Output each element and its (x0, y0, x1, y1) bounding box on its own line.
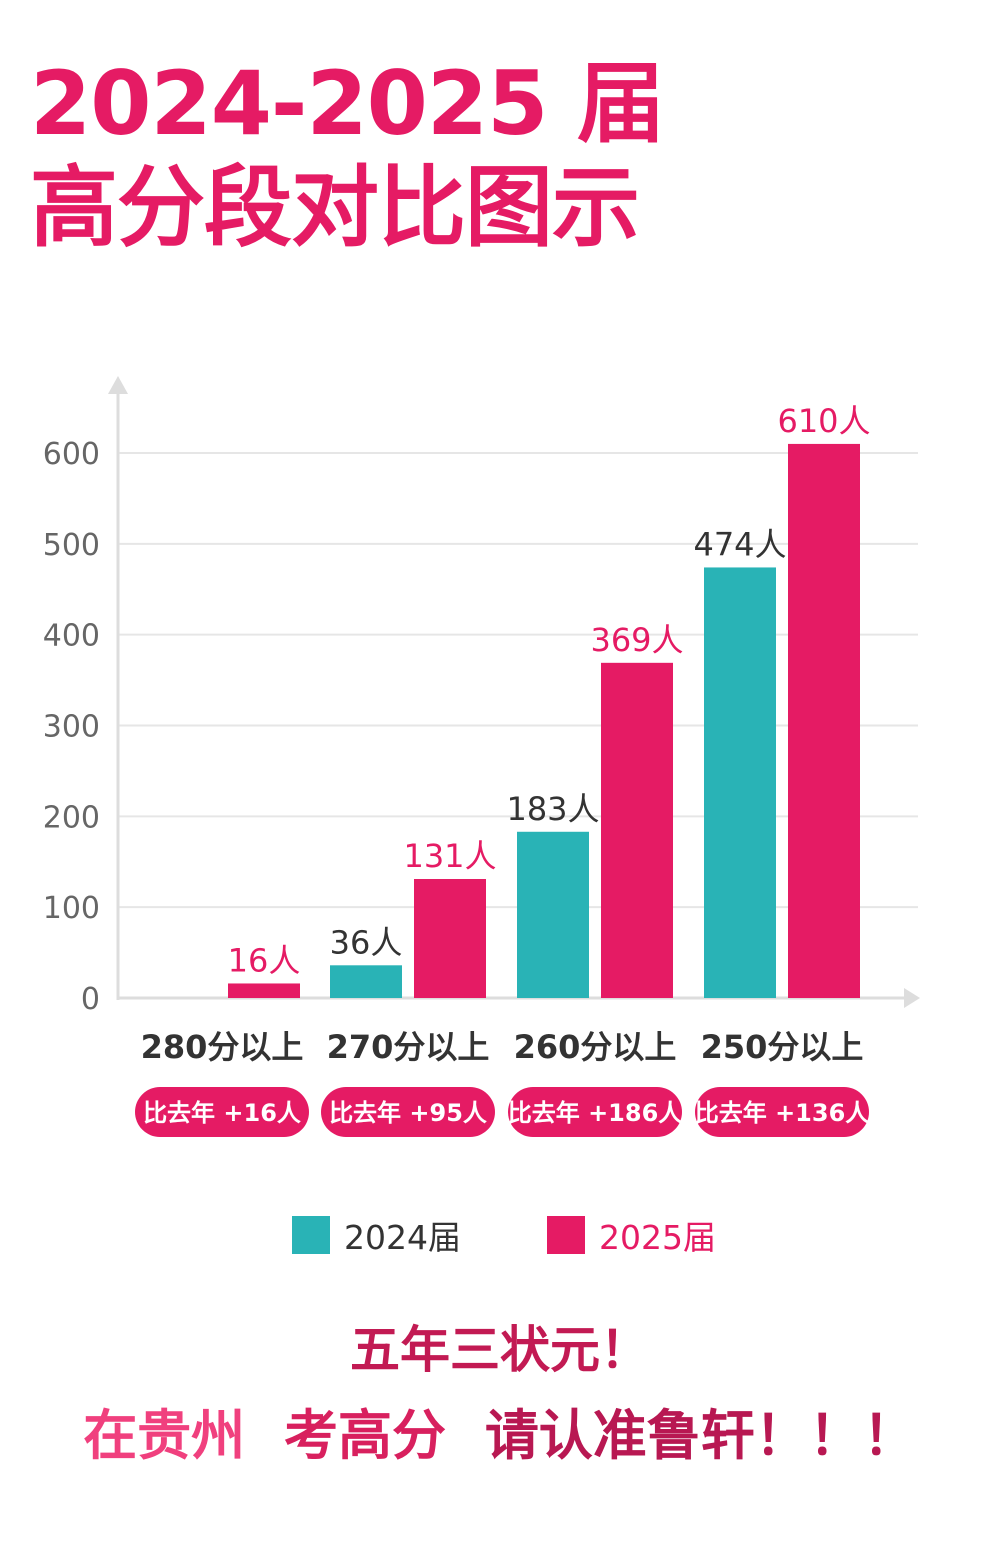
legend-swatch-2024 (292, 1216, 330, 1254)
x-axis-arrow (904, 988, 920, 1008)
slogan-line-2: 在贵州 考高分 请认准鲁轩！！！ (0, 1402, 1000, 1470)
bar-2025-3 (788, 443, 860, 999)
legend-item-2024: 2024届 (292, 1213, 461, 1257)
badge-text-3: 比去年 +136人 (695, 1099, 870, 1127)
data-label-2025-0: 16人 (228, 941, 301, 979)
legend-item-2025: 2025届 (547, 1213, 716, 1257)
slogan-part-high-score: 考高分 (284, 1404, 446, 1467)
legend-label-2025: 2025届 (599, 1218, 716, 1257)
slogan-part-luxuan: 请认准鲁轩！！！ (484, 1404, 917, 1467)
data-label-2024-3: 474人 (693, 525, 786, 563)
x-tick-label-3: 250分以上 (701, 1028, 864, 1066)
y-axis-arrow (108, 376, 128, 394)
y-tick-label-500: 500 (43, 528, 100, 563)
data-label-2024-1: 36人 (330, 923, 403, 961)
data-label-2024-2: 183人 (506, 790, 599, 828)
y-tick-label-200: 200 (43, 800, 100, 835)
y-tick-label-0: 0 (81, 982, 100, 1017)
bar-2025-1 (414, 879, 486, 998)
y-tick-label-600: 600 (43, 437, 100, 472)
x-tick-label-2: 260分以上 (514, 1028, 677, 1066)
page-title: 2024-2025 届 高分段对比图示 (30, 52, 970, 260)
title-line-1: 2024-2025 届 (30, 52, 665, 155)
x-tick-label-0: 280分以上 (141, 1028, 304, 1066)
y-tick-label-300: 300 (43, 710, 100, 745)
badge-bg-2 (508, 1087, 682, 1137)
badge-bg-1 (321, 1087, 495, 1137)
legend-swatch-2025 (547, 1216, 585, 1254)
badge-text-1: 比去年 +95人 (329, 1099, 487, 1127)
title-line-2: 高分段对比图示 (30, 156, 640, 259)
chart-legend: 2024届 2025届 (0, 1213, 1000, 1257)
x-tick-label-1: 270分以上 (327, 1028, 490, 1066)
slogan-part-guizhou: 在贵州 (83, 1404, 246, 1467)
data-label-2025-3: 610人 (777, 402, 870, 440)
badge-text-2: 比去年 +186人 (508, 1099, 683, 1127)
data-label-2025-2: 369人 (590, 621, 683, 659)
badge-bg-3 (695, 1087, 869, 1137)
badge-text-0: 比去年 +16人 (143, 1099, 301, 1127)
bar-2025-2 (601, 662, 673, 998)
y-tick-label-400: 400 (43, 619, 100, 654)
data-label-2025-1: 131人 (403, 837, 496, 875)
bar-2024-3 (704, 567, 776, 998)
bar-2025-0 (228, 983, 300, 998)
legend-label-2024: 2024届 (344, 1218, 461, 1257)
bar-2024-1 (330, 965, 402, 998)
badge-bg-0 (135, 1087, 309, 1137)
y-tick-label-100: 100 (43, 891, 100, 926)
bar-2024-2 (517, 831, 589, 998)
slogan-line-1: 五年三状元！ (350, 1321, 650, 1379)
